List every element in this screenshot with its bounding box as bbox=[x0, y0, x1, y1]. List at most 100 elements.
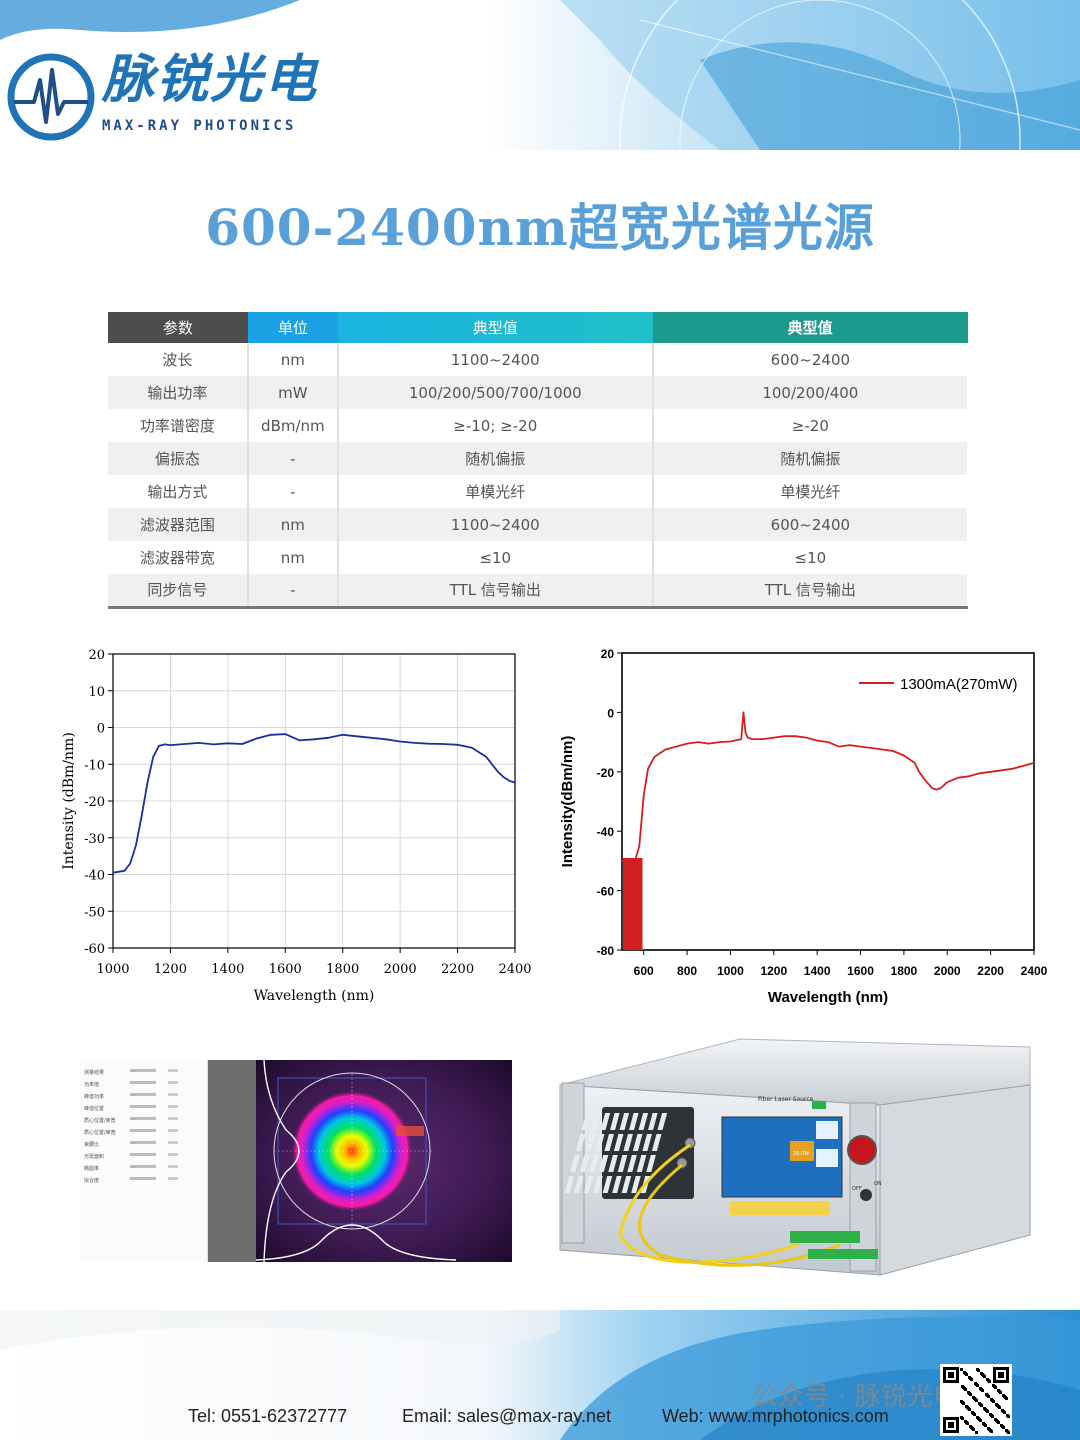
qr-module bbox=[992, 1384, 995, 1387]
x-axis-label: Wavelength (nm) bbox=[768, 989, 888, 1006]
table-row: 滤波器范围 nm 1100~2400 600~2400 bbox=[108, 508, 968, 541]
cell-value-1: 100/200/500/700/1000 bbox=[337, 376, 654, 409]
y-tick-label: -40 bbox=[597, 825, 615, 839]
cell-param: 输出功率 bbox=[108, 376, 249, 409]
vent-slot bbox=[638, 1113, 649, 1130]
measurement-unit-bar bbox=[168, 1153, 178, 1156]
legend-label: 1300mA(270mW) bbox=[900, 676, 1018, 693]
measurement-value-bar bbox=[130, 1141, 156, 1144]
x-tick-label: 1200 bbox=[154, 962, 187, 977]
vent-slot bbox=[574, 1176, 584, 1193]
header-typical-2: 典型值 bbox=[652, 312, 968, 343]
measurement-value-bar bbox=[130, 1177, 156, 1180]
vent-slot bbox=[591, 1113, 601, 1130]
x-tick-label: 1200 bbox=[760, 964, 787, 978]
qr-module bbox=[974, 1382, 977, 1385]
qr-module bbox=[997, 1389, 1000, 1392]
qr-module bbox=[964, 1420, 967, 1423]
vent-slot bbox=[632, 1134, 643, 1151]
warning-label bbox=[730, 1201, 830, 1215]
wechat-watermark: 公众号 · 脉锐光电 bbox=[752, 1382, 959, 1412]
emergency-stop-button bbox=[847, 1135, 877, 1165]
qr-module bbox=[1002, 1394, 1005, 1397]
beam-divider bbox=[208, 1060, 256, 1262]
fiber-cable bbox=[618, 1143, 812, 1264]
key-switch bbox=[860, 1189, 872, 1201]
brand-logo: 脉锐光电 MAX-RAY PHOTONICS bbox=[6, 44, 366, 144]
cell-value-2: 单模光纤 bbox=[652, 475, 968, 508]
measurement-label: 椭圆率 bbox=[84, 1165, 99, 1172]
cell-param: 偏振态 bbox=[108, 442, 249, 475]
vent-slot bbox=[651, 1134, 662, 1151]
measurement-unit-bar bbox=[168, 1177, 178, 1180]
vent-slot bbox=[598, 1155, 609, 1172]
cell-value-2: ≤10 bbox=[652, 541, 968, 574]
beam-measurement-list: 测量结果 功率值 峰值功率 峰值位置 质心位置/束宽 质心位置/束宽 束腰比 光斑面积 椭圆率拟… bbox=[80, 1060, 208, 1262]
x-tick-label: 1400 bbox=[211, 962, 244, 977]
vent-slot bbox=[608, 1155, 618, 1172]
qr-module bbox=[979, 1387, 982, 1390]
qr-module bbox=[978, 1402, 981, 1405]
x-tick-label: 1800 bbox=[326, 962, 359, 977]
qr-module bbox=[971, 1411, 974, 1414]
vent-slot bbox=[570, 1155, 580, 1172]
cell-unit: nm bbox=[247, 508, 339, 541]
y-tick-label: 20 bbox=[601, 647, 615, 661]
table-row: 波长 nm 1100~2400 600~2400 bbox=[108, 343, 968, 376]
x-tick-label: 1600 bbox=[847, 964, 874, 978]
footer-tel: Tel: 0551-62372777 bbox=[188, 1406, 348, 1426]
measurement-label: 质心位置/束宽 bbox=[84, 1129, 116, 1136]
vent-slot bbox=[623, 1134, 633, 1151]
y-tick-label: 10 bbox=[88, 685, 105, 700]
vent-slot bbox=[631, 1176, 641, 1193]
x-tick-label: 800 bbox=[677, 964, 697, 978]
vent-slot bbox=[581, 1113, 592, 1130]
vent-slot bbox=[594, 1134, 605, 1151]
qr-code-icon[interactable] bbox=[940, 1364, 1012, 1436]
y-tick-label: -30 bbox=[84, 832, 105, 847]
measurement-unit-bar bbox=[168, 1105, 178, 1108]
x-tick-label: 1000 bbox=[96, 962, 129, 977]
vent-slot bbox=[619, 1113, 630, 1130]
qr-module bbox=[972, 1396, 975, 1399]
page-title: 600-2400nm超宽光谱光源 bbox=[205, 198, 875, 257]
x-tick-label: 1400 bbox=[804, 964, 831, 978]
panel-title: Fiber Laser Source bbox=[758, 1096, 814, 1103]
qr-module bbox=[987, 1427, 990, 1430]
qr-module bbox=[968, 1376, 971, 1379]
footer-web[interactable]: Web: www.mrphotonics.com bbox=[662, 1406, 889, 1426]
y-tick-label: -60 bbox=[597, 885, 615, 899]
vent-slot bbox=[627, 1155, 637, 1172]
qr-module bbox=[965, 1405, 968, 1408]
vent-slot bbox=[612, 1176, 622, 1193]
header-param: 参数 bbox=[108, 312, 248, 343]
fiber-cable bbox=[638, 1163, 841, 1267]
y-tick-label: -40 bbox=[84, 869, 105, 884]
cell-unit: dBm/nm bbox=[247, 409, 339, 442]
ready-led bbox=[812, 1101, 826, 1109]
measurement-value-bar bbox=[130, 1069, 156, 1072]
table-row: 功率谱密度 dBm/nm ≥-10; ≥-20 ≥-20 bbox=[108, 409, 968, 442]
cell-unit: nm bbox=[247, 343, 339, 376]
cell-value-1: 1100~2400 bbox=[337, 508, 654, 541]
measurement-label: 功率值 bbox=[84, 1081, 99, 1088]
y-tick-label: 0 bbox=[97, 722, 105, 737]
qr-finder bbox=[948, 1372, 954, 1378]
table-row: 滤波器带宽 nm ≤10 ≤10 bbox=[108, 541, 968, 574]
vent-slot bbox=[613, 1134, 624, 1151]
vent-slot bbox=[621, 1176, 632, 1193]
table-row: 偏振态 - 随机偏振 随机偏振 bbox=[108, 442, 968, 475]
qr-module bbox=[976, 1368, 979, 1371]
cell-unit: - bbox=[247, 442, 339, 475]
qr-module bbox=[960, 1400, 963, 1403]
cell-param: 输出方式 bbox=[108, 475, 249, 508]
vent-slot bbox=[593, 1176, 603, 1193]
qr-module bbox=[995, 1403, 998, 1406]
y-tick-label: -60 bbox=[84, 942, 105, 957]
measurement-value-bar bbox=[130, 1153, 156, 1156]
footer-email[interactable]: Email: sales@max-ray.net bbox=[402, 1406, 611, 1426]
measurement-label: 峰值功率 bbox=[84, 1093, 104, 1100]
measurement-value-bar bbox=[130, 1117, 156, 1120]
qr-module bbox=[994, 1418, 997, 1421]
vent-slot bbox=[604, 1134, 614, 1151]
